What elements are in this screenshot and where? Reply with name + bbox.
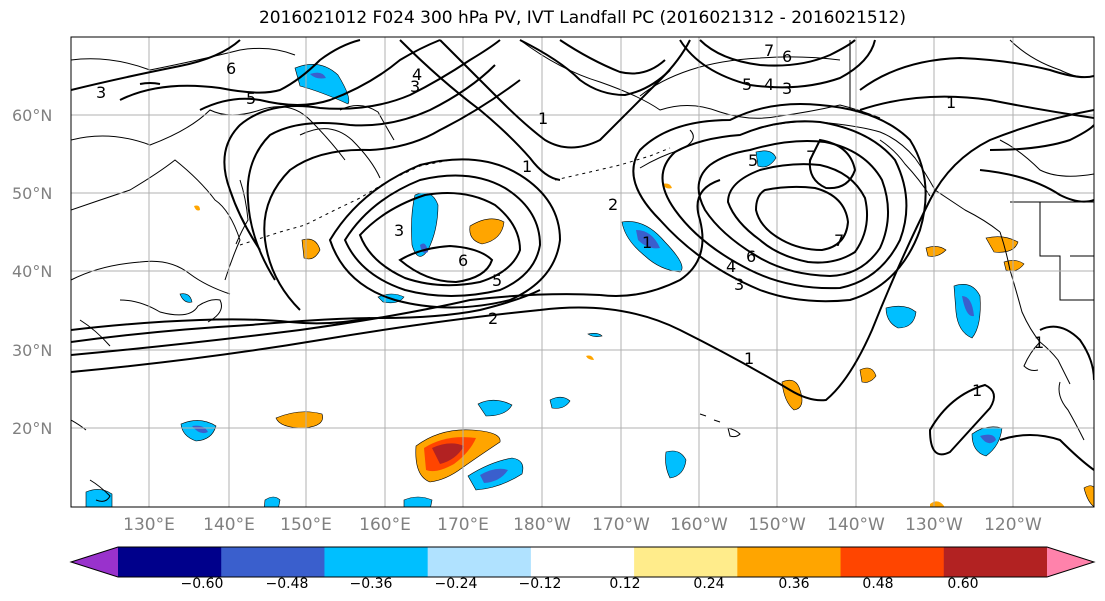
lat-label-40n: 40°N — [12, 262, 52, 281]
colorbar-swatch — [737, 547, 842, 577]
contour-labels: 3 6 5 4 3 1 1 2 6 5 2 3 1 5 4 3 7 6 7 5 … — [96, 41, 1044, 400]
contour-label: 6 — [746, 247, 756, 266]
contour-label: 3 — [410, 77, 420, 96]
contour-label: 2 — [608, 195, 618, 214]
colorbar-swatch — [324, 547, 429, 577]
lon-label: 120°W — [984, 515, 1042, 535]
lat-label-60n: 60°N — [12, 106, 52, 125]
colorbar-outline — [69, 546, 1096, 578]
contour-label: 1 — [744, 349, 754, 368]
ivt-anomaly-shading — [85, 63, 1094, 507]
colorbar-swatch — [118, 547, 222, 577]
lon-label: 130°W — [905, 515, 963, 535]
lon-label: 180°W — [513, 515, 571, 535]
colorbar-swatch — [427, 547, 532, 577]
colorbar-swatch — [634, 547, 738, 577]
contour-label: 6 — [226, 59, 236, 78]
contour-label: 1 — [1034, 333, 1044, 352]
colorbar-tick-label: −0.60 — [181, 576, 224, 592]
colorbar-tick-label: 0.24 — [693, 576, 724, 592]
pv-contours — [71, 39, 1094, 471]
contour-label: 4 — [764, 75, 774, 94]
contour-label: 3 — [394, 221, 404, 240]
lon-label: 150°W — [748, 515, 806, 535]
lon-label: 170°W — [592, 515, 650, 535]
colorbar-tick-label: −0.48 — [266, 576, 309, 592]
contour-label: 7 — [834, 231, 844, 250]
lat-label-50n: 50°N — [12, 184, 52, 203]
colorbar-swatch — [530, 547, 635, 577]
map-frame — [70, 36, 1095, 508]
contour-label: 5 — [492, 271, 502, 290]
graticule — [71, 37, 1094, 507]
colorbar-tick-label: −0.36 — [350, 576, 393, 592]
contour-label: 5 — [246, 89, 256, 108]
lon-label: 150°E — [280, 515, 332, 535]
colorbar-tick-label: −0.24 — [435, 576, 478, 592]
contour-label: 4 — [726, 257, 736, 276]
coastlines — [71, 39, 1094, 502]
contour-label: 1 — [522, 157, 532, 176]
contour-label: 7 — [764, 41, 774, 60]
contour-label: 6 — [458, 251, 468, 270]
colorbar — [69, 546, 1096, 578]
contour-label: 6 — [782, 47, 792, 66]
contour-label: 5 — [748, 151, 758, 170]
lat-label-20n: 20°N — [12, 419, 52, 438]
colorbar-extend-max — [1047, 547, 1094, 577]
contour-label: 1 — [946, 93, 956, 112]
longitude-labels: 130°E 140°E 150°E 160°E 170°E 180°W 170°… — [123, 515, 1042, 535]
colorbar-swatch — [943, 547, 1048, 577]
lon-label: 160°W — [670, 515, 728, 535]
lon-label: 140°W — [827, 515, 885, 535]
colorbar-tick-label: −0.12 — [519, 576, 562, 592]
colorbar-tick-label: 0.48 — [862, 576, 893, 592]
lon-label: 170°E — [437, 515, 489, 535]
colorbar-swatch — [221, 547, 325, 577]
contour-label: 3 — [782, 79, 792, 98]
lon-label: 130°E — [123, 515, 175, 535]
colorbar-tick-labels: −0.60 −0.48 −0.36 −0.24 −0.12 0.12 0.24 … — [181, 576, 979, 592]
latitude-labels: 60°N 50°N 40°N 30°N 20°N — [12, 106, 52, 438]
contour-label: 7 — [806, 147, 816, 166]
contour-label: 1 — [642, 233, 652, 252]
lon-label: 160°E — [359, 515, 411, 535]
colorbar-extend-min — [71, 547, 118, 577]
lon-label: 140°E — [203, 515, 255, 535]
contour-label: 1 — [538, 109, 548, 128]
colorbar-tick-label: 0.12 — [609, 576, 640, 592]
contour-label: 5 — [742, 75, 752, 94]
contour-label: 1 — [972, 381, 982, 400]
colorbar-tick-label: 0.60 — [947, 576, 978, 592]
contour-label: 4 — [412, 65, 422, 84]
contour-label: 2 — [488, 309, 498, 328]
colorbar-swatch — [840, 547, 945, 577]
lat-label-30n: 30°N — [12, 341, 52, 360]
contour-label: 3 — [734, 275, 744, 294]
colorbar-tick-label: 0.36 — [778, 576, 809, 592]
contour-label: 3 — [96, 83, 106, 102]
map-title: 2016021012 F024 300 hPa PV, IVT Landfall… — [258, 8, 906, 28]
